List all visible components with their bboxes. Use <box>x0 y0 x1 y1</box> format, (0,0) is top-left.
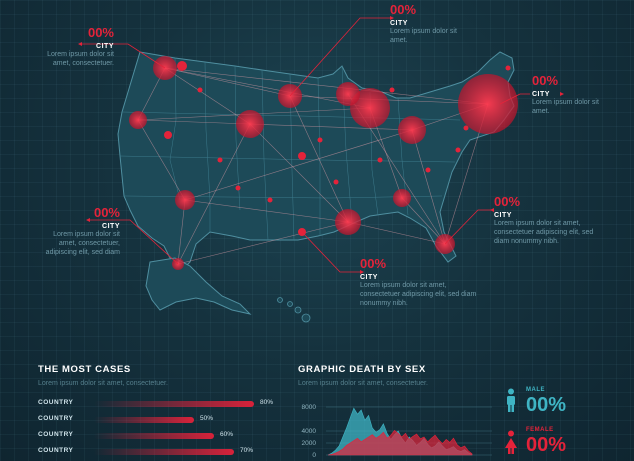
bar-value: 60% <box>220 431 234 438</box>
hotspot-chicago <box>350 88 390 128</box>
callout-desc: Lorem ipsum dolor sit amet, consectetuer… <box>47 51 114 67</box>
callout-city: CITY <box>360 274 378 281</box>
callout-houston: 00% CITY Lorem ipsum dolor sit amet, con… <box>360 256 480 308</box>
callout-desc: Lorem ipsum dolor sit amet, consectetuer… <box>45 231 120 256</box>
callout-alaska: 00% CITY Lorem ipsum dolor sit amet, con… <box>42 205 120 257</box>
male-percent: 00% <box>526 394 567 416</box>
y-tick-label: 4000 <box>302 428 317 435</box>
bar-label: COUNTRY <box>38 415 74 422</box>
callout-leaders <box>82 17 530 273</box>
death-area-chart: 8000 4000 2000 0 <box>302 404 492 459</box>
bar-label: COUNTRY <box>38 399 74 406</box>
bar-label: COUNTRY <box>38 447 74 454</box>
callout-florida: 00% CITY Lorem ipsum dolor sit amet, con… <box>494 194 594 246</box>
most-cases-subtitle: Lorem ipsum dolor sit amet, consectetuer… <box>38 380 168 387</box>
alaska-shape <box>145 257 252 315</box>
callout-pct: 00% <box>93 205 120 220</box>
bar-label: COUNTRY <box>38 431 74 438</box>
callout-desc: Lorem ipsum dolor sit amet, consectetuer… <box>360 282 477 307</box>
bar-fill <box>94 417 194 423</box>
hotspot-northeast <box>458 74 518 134</box>
y-tick-label: 0 <box>312 452 316 459</box>
callout-desc: Lorem ipsum dolor sit amet. <box>390 28 457 44</box>
female-icon <box>505 430 517 454</box>
callout-pct: 00% <box>494 194 521 209</box>
death-by-sex-subtitle: Lorem ipsum dolor sit amet, consectetuer… <box>298 380 428 387</box>
connection-lines <box>137 67 489 265</box>
female-label: FEMALE <box>526 427 554 433</box>
callout-desc: Lorem ipsum dolor sit amet, consectetuer… <box>494 220 594 245</box>
callout-seattle: 00% CITY Lorem ipsum dolor sit amet, con… <box>40 25 114 68</box>
death-by-sex-title: GRAPHIC DEATH BY SEX <box>298 364 426 375</box>
callout-pct: 00% <box>532 73 559 88</box>
bar-row: COUNTRY 60% <box>38 430 268 440</box>
hotspot-colorado <box>236 110 264 138</box>
hotspot-la <box>175 190 195 210</box>
hotspot-atlanta <box>393 189 411 207</box>
female-percent: 00% <box>526 434 567 456</box>
hotspot-oregon <box>129 111 147 129</box>
callout-city: CITY <box>494 212 512 219</box>
callout-pct: 00% <box>360 256 387 271</box>
hotspot-ohio <box>398 116 426 144</box>
y-tick-label: 2000 <box>302 440 317 447</box>
bar-row: COUNTRY 50% <box>38 414 268 424</box>
bar-fill <box>94 433 214 439</box>
male-icon <box>507 388 515 412</box>
callout-city: CITY <box>532 91 550 98</box>
bar-value: 50% <box>200 415 214 422</box>
female-area-series <box>327 429 473 456</box>
usa-map <box>78 16 564 323</box>
hawaii-shape <box>277 297 311 323</box>
bar-fill <box>94 449 234 455</box>
callout-pct: 00% <box>390 2 417 17</box>
hotspot-houston <box>335 209 361 235</box>
bar-value: 70% <box>240 447 254 454</box>
callout-pct: 00% <box>87 25 114 40</box>
callout-northeast: 00% CITY Lorem ipsum dolor sit amet. <box>532 73 602 116</box>
callout-city: CITY <box>390 20 408 27</box>
y-tick-label: 8000 <box>302 404 317 411</box>
callout-dakota: 00% CITY Lorem ipsum dolor sit amet. <box>390 2 470 45</box>
hotspot-minnesota <box>336 82 360 106</box>
bar-row: COUNTRY 80% <box>38 398 273 408</box>
most-cases-title: THE MOST CASES <box>38 364 131 375</box>
callout-city: CITY <box>96 43 114 50</box>
callout-desc: Lorem ipsum dolor sit amet. <box>532 99 599 115</box>
callout-city: CITY <box>102 223 120 230</box>
bar-row: COUNTRY 70% <box>38 446 268 456</box>
bar-fill <box>94 401 254 407</box>
male-label: MALE <box>526 387 545 393</box>
bar-value: 80% <box>260 399 274 406</box>
